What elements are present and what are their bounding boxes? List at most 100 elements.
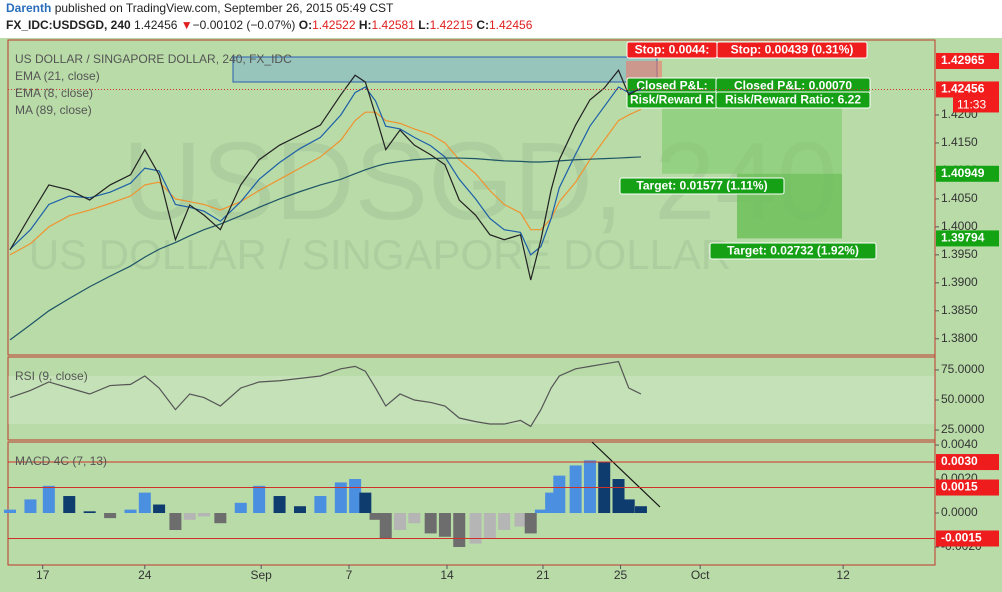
y-tick-label: 50.0000 bbox=[941, 392, 985, 406]
ohlc-label: C: bbox=[476, 18, 489, 32]
macd-bar bbox=[83, 511, 96, 514]
legend-entry: EMA (21, close) bbox=[15, 69, 100, 83]
ohlc-value: 1.42522 bbox=[312, 18, 356, 32]
x-tick-label: 24 bbox=[138, 568, 152, 582]
macd-bar bbox=[273, 496, 286, 514]
price-marker bbox=[936, 165, 999, 182]
macd-bar bbox=[24, 499, 37, 514]
y-tick-label: 1.4050 bbox=[941, 191, 978, 205]
chart: 1.3800 1.3850 1.3900 1.3950 1.4000 1.4050 1.41… bbox=[0, 38, 1002, 592]
symbol: FX_IDC:USDSGD, 240 bbox=[6, 18, 131, 32]
ohlc-value: 1.42215 bbox=[429, 18, 473, 32]
rsi-band bbox=[8, 375, 935, 425]
x-tick-label: 14 bbox=[440, 568, 454, 582]
ohlc-label: O: bbox=[298, 18, 313, 32]
y-tick-label: 1.4000 bbox=[941, 219, 978, 233]
trend-line bbox=[591, 441, 661, 508]
macd-bar bbox=[553, 475, 566, 514]
price-marker-label: 1.40949 bbox=[941, 166, 985, 180]
countdown: 11:33 bbox=[957, 98, 986, 112]
x-tick-label: Sep bbox=[251, 568, 273, 582]
y-tick-label: 1.4150 bbox=[941, 135, 978, 149]
macd-bar bbox=[634, 506, 647, 514]
macd-bar bbox=[569, 465, 582, 514]
macd-bar bbox=[4, 509, 17, 514]
macd-bar bbox=[534, 509, 547, 514]
label-text: Closed P&L: 0.00070 bbox=[734, 79, 852, 93]
label-box bbox=[715, 91, 871, 109]
x-tick-label: 17 bbox=[36, 568, 50, 582]
macd-bar bbox=[438, 513, 451, 537]
label-text: Stop: 0.00439 (0.31%) bbox=[731, 43, 854, 57]
y-tick-label: 0.0000 bbox=[941, 505, 978, 519]
macd-bar bbox=[138, 492, 151, 514]
level-box bbox=[936, 479, 999, 496]
macd-bar bbox=[359, 492, 372, 514]
y-tick-label: 0.0040 bbox=[941, 437, 978, 451]
x-tick-label: 7 bbox=[346, 568, 353, 582]
y-tick-label: 1.3900 bbox=[941, 275, 978, 289]
label-box bbox=[716, 41, 868, 59]
macd-bar bbox=[453, 513, 466, 547]
author[interactable]: Darenth bbox=[6, 1, 52, 15]
ohlc-value: 1.42456 bbox=[488, 18, 533, 32]
x-tick-label: 12 bbox=[836, 568, 850, 582]
macd-bar bbox=[498, 513, 511, 531]
change: −0.00102 (−0.07%) bbox=[192, 18, 296, 32]
y-tick-label: 25.0000 bbox=[941, 422, 985, 436]
macd-bar bbox=[104, 513, 117, 519]
level-box bbox=[936, 454, 999, 471]
y-tick-label: 1.3800 bbox=[941, 331, 978, 345]
macd-bar bbox=[514, 513, 527, 527]
label-text: Target: 0.01577 (1.11%) bbox=[636, 179, 767, 193]
x-tick-label: 25 bbox=[614, 568, 628, 582]
header: Darenth published on TradingView.com, Se… bbox=[6, 0, 532, 34]
macd-bar bbox=[253, 485, 266, 514]
pane-title: US DOLLAR / SINGAPORE DOLLAR, 240, FX_ID… bbox=[15, 52, 292, 66]
legend-entry: EMA (8, close) bbox=[15, 86, 93, 100]
y-tick-label: 1.3950 bbox=[941, 247, 978, 261]
ohlc-label: L: bbox=[418, 18, 430, 32]
y-tick-label: 1.3850 bbox=[941, 303, 978, 317]
pane-title: RSI (9, close) bbox=[15, 369, 88, 383]
label-text: Risk/Reward R bbox=[630, 93, 714, 107]
price-marker bbox=[936, 52, 999, 69]
macd-bar bbox=[234, 502, 247, 514]
last-price: 1.42456 bbox=[134, 18, 178, 32]
label-text: Risk/Reward Ratio: 6.22 bbox=[725, 93, 861, 107]
price-marker-label: 1.42456 bbox=[941, 82, 985, 96]
macd-bar bbox=[524, 513, 537, 534]
macd-bar bbox=[183, 513, 196, 520]
countdown-box bbox=[953, 97, 999, 113]
arrow: ▼ bbox=[180, 18, 193, 32]
price-marker bbox=[936, 81, 999, 98]
macd-bar bbox=[583, 460, 596, 514]
macd-bar bbox=[314, 496, 327, 514]
macd-bar bbox=[42, 485, 55, 514]
watermark: US DOLLAR / SINGAPORE DOLLAR bbox=[29, 231, 732, 278]
header-line-1: Darenth published on TradingView.com, Se… bbox=[6, 0, 532, 17]
price-marker-label: 1.39794 bbox=[941, 231, 985, 245]
ma-line bbox=[9, 156, 642, 341]
macd-bar bbox=[394, 513, 407, 531]
price-marker bbox=[936, 230, 999, 247]
macd-bar bbox=[483, 513, 496, 539]
macd-bar bbox=[124, 509, 137, 514]
label-text: Closed P&L: bbox=[636, 79, 707, 93]
level-box bbox=[936, 530, 999, 547]
ohlc-label: H: bbox=[358, 18, 372, 32]
price-line bbox=[9, 69, 642, 281]
price-line bbox=[9, 360, 642, 428]
label-box bbox=[619, 177, 785, 195]
level-label: 0.0015 bbox=[941, 480, 978, 494]
level-label: 0.0030 bbox=[941, 454, 978, 468]
macd-bar bbox=[214, 513, 227, 524]
macd-bar bbox=[63, 496, 76, 514]
x-tick-label: 21 bbox=[536, 568, 550, 582]
macd-bar bbox=[153, 504, 166, 514]
pane bbox=[7, 356, 936, 441]
published: published on TradingView.com, September … bbox=[54, 1, 394, 15]
macd-bar bbox=[369, 513, 382, 520]
macd-bar bbox=[198, 513, 211, 517]
